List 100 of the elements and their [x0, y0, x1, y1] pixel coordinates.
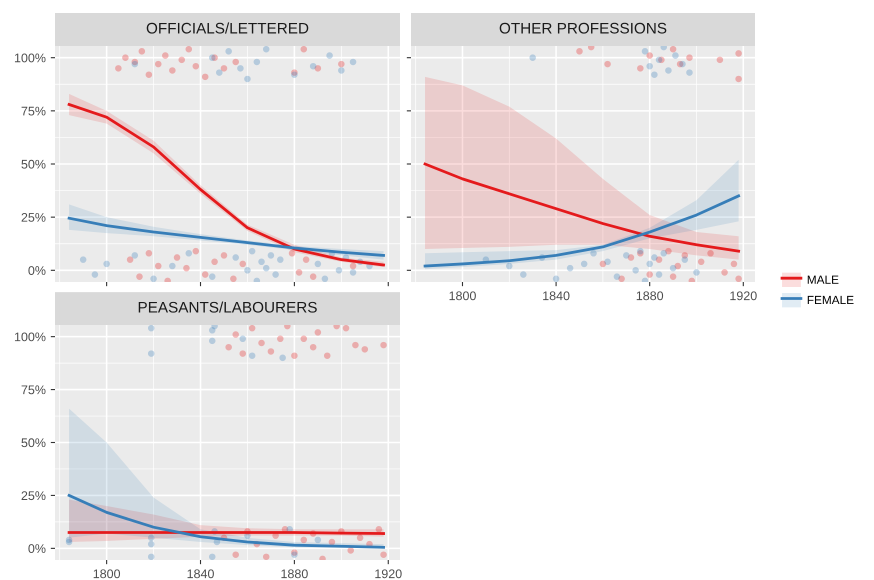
point: [136, 273, 143, 280]
point: [552, 276, 560, 282]
y-tick-label: 75%: [22, 106, 46, 116]
point: [202, 271, 208, 278]
point: [310, 273, 316, 280]
point: [314, 329, 322, 336]
point: [322, 276, 328, 282]
point: [672, 52, 679, 59]
point: [651, 254, 658, 261]
point: [686, 69, 693, 76]
point: [529, 54, 536, 61]
point: [92, 271, 98, 278]
x-tick-label: 1880: [636, 291, 664, 300]
point: [716, 56, 724, 64]
point: [665, 67, 672, 74]
point: [380, 551, 387, 558]
x-tick-label: 1800: [450, 291, 476, 300]
point: [174, 254, 180, 261]
point: [186, 46, 192, 52]
point: [642, 48, 648, 55]
point: [150, 276, 157, 282]
point: [604, 60, 611, 68]
point: [310, 62, 316, 70]
point: [291, 352, 298, 359]
point: [604, 258, 611, 266]
point: [576, 48, 583, 55]
point: [248, 325, 256, 332]
point: [735, 76, 742, 82]
point: [258, 258, 265, 266]
point: [670, 273, 676, 280]
point: [122, 54, 129, 61]
point: [146, 71, 152, 78]
point: [225, 48, 232, 55]
point: [202, 74, 208, 80]
point: [248, 352, 256, 359]
point: [336, 267, 342, 274]
point: [232, 331, 239, 338]
point: [220, 252, 228, 259]
point: [380, 342, 387, 348]
point: [155, 60, 162, 68]
point: [707, 250, 714, 257]
point: [232, 254, 239, 261]
point: [220, 65, 228, 72]
y-tick-label: 25%: [22, 491, 46, 500]
x-tick-label: 1840: [188, 569, 214, 578]
point: [230, 276, 237, 282]
point: [148, 534, 154, 542]
point: [730, 260, 738, 268]
point: [80, 256, 86, 263]
point: [646, 260, 653, 268]
point: [211, 258, 218, 266]
point: [162, 52, 169, 59]
chart-title: PEASANTS/LABOURERS: [138, 301, 317, 313]
point: [300, 536, 308, 544]
point: [637, 65, 644, 72]
point: [660, 250, 667, 257]
point: [350, 269, 356, 276]
point: [314, 536, 322, 544]
point: [670, 264, 676, 272]
point: [338, 60, 345, 68]
point: [115, 65, 122, 72]
point: [268, 348, 274, 355]
point: [646, 271, 653, 278]
point: [656, 271, 662, 278]
y-tick-label: 0%: [28, 266, 46, 275]
point: [637, 248, 644, 254]
point: [614, 273, 620, 280]
point: [148, 540, 154, 548]
point: [735, 50, 742, 57]
point: [338, 67, 345, 74]
point: [277, 256, 284, 263]
point: [272, 271, 279, 278]
point: [326, 52, 333, 59]
point: [277, 336, 284, 342]
point: [693, 269, 700, 276]
point: [208, 554, 216, 560]
point: [651, 71, 658, 78]
point: [632, 267, 639, 274]
point: [506, 262, 513, 270]
point: [342, 325, 350, 332]
point: [258, 340, 265, 346]
point: [186, 250, 192, 257]
point: [244, 267, 251, 274]
point: [376, 526, 382, 533]
chart-title: OFFICIALS/LETTERED: [146, 22, 308, 34]
point: [350, 262, 356, 270]
point: [132, 252, 138, 259]
point: [208, 338, 216, 344]
point: [178, 56, 185, 64]
point: [310, 344, 316, 350]
line-series: [68, 494, 385, 549]
line-series: [68, 216, 385, 257]
point: [279, 354, 286, 362]
point: [240, 350, 246, 357]
point: [208, 54, 216, 61]
point: [646, 52, 653, 59]
point: [146, 250, 152, 257]
point: [302, 256, 310, 263]
point: [324, 352, 330, 359]
point: [240, 336, 246, 342]
